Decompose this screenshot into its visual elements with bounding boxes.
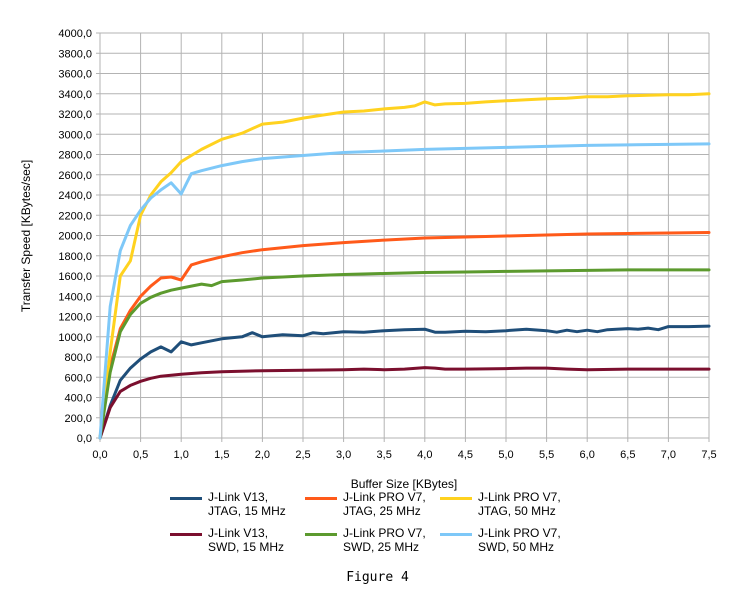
legend-item: J-Link PRO V7, SWD, 50 MHz (440, 526, 575, 560)
x-tick-label: 3,0 (336, 449, 351, 461)
series-line (98, 324, 711, 440)
chart: 0,0 200,0 400,0 600,0 800,0 1000,0 1200,0 1400,… (19, 28, 717, 491)
x-tick-label: 1,0 (174, 449, 189, 461)
y-tick-label: 600,0 (64, 372, 92, 384)
series-layer (98, 92, 711, 440)
legend-item: J-Link V13, JTAG, 15 MHz (170, 490, 305, 524)
y-tick-label: 400,0 (64, 393, 92, 405)
legend-label: J-Link PRO V7, SWD, 25 MHz (343, 526, 426, 554)
tick-labels: 0,0 200,0 400,0 600,0 800,0 1000,0 1200,0 1400,… (58, 28, 716, 461)
legend-label: J-Link PRO V7, JTAG, 50 MHz (478, 490, 561, 518)
x-tick-label: 4,0 (417, 449, 432, 461)
series-line (98, 268, 711, 440)
x-tick-label: 6,5 (620, 449, 635, 461)
legend-swatch (305, 497, 337, 500)
legend-label: J-Link PRO V7, SWD, 50 MHz (478, 526, 561, 554)
legend-swatch (440, 533, 472, 536)
figure-caption: Figure 4 (346, 570, 409, 585)
y-tick-label: 1800,0 (58, 251, 92, 263)
x-tick-label: 7,5 (701, 449, 716, 461)
series-line (98, 92, 711, 440)
x-tick-label: 0,0 (92, 449, 107, 461)
y-tick-label: 800,0 (64, 352, 92, 364)
y-tick-label: 4000,0 (58, 28, 92, 40)
y-tick-label: 3200,0 (58, 109, 92, 121)
x-tick-label: 4,5 (458, 449, 473, 461)
y-tick-label: 2200,0 (58, 210, 92, 222)
x-tick-label: 0,5 (133, 449, 148, 461)
series-line (98, 142, 711, 440)
x-tick-label: 2,0 (255, 449, 270, 461)
x-tick-label: 3,5 (377, 449, 392, 461)
y-tick-label: 200,0 (64, 413, 92, 425)
x-tick-label: 6,0 (580, 449, 595, 461)
legend: J-Link V13, JTAG, 15 MHz J-Link PRO V7, … (170, 490, 590, 558)
y-tick-label: 3800,0 (58, 48, 92, 60)
legend-swatch (440, 497, 472, 500)
y-tick-label: 1600,0 (58, 271, 92, 283)
legend-item: J-Link PRO V7, SWD, 25 MHz (305, 526, 440, 560)
legend-item: J-Link V13, SWD, 15 MHz (170, 526, 305, 560)
x-axis-label: Buffer Size [KBytes] (351, 477, 458, 491)
legend-item: J-Link PRO V7, JTAG, 25 MHz (305, 490, 440, 524)
y-tick-label: 2800,0 (58, 150, 92, 162)
legend-label: J-Link V13, SWD, 15 MHz (208, 526, 285, 554)
x-tick-label: 2,5 (295, 449, 310, 461)
legend-swatch (305, 533, 337, 536)
y-tick-label: 3600,0 (58, 69, 92, 81)
y-tick-label: 3400,0 (58, 89, 92, 101)
x-tick-label: 5,0 (498, 449, 513, 461)
y-tick-label: 2600,0 (58, 170, 92, 182)
y-tick-label: 2000,0 (58, 231, 92, 243)
legend-swatch (170, 533, 202, 536)
x-tick-label: 5,5 (539, 449, 554, 461)
series-line (98, 366, 711, 440)
legend-item: J-Link PRO V7, JTAG, 50 MHz (440, 490, 575, 524)
y-axis-label: Transfer Speed [KBytes/sec] (19, 160, 33, 312)
grid (96, 32, 710, 442)
x-tick-label: 1,5 (214, 449, 229, 461)
y-tick-label: 1000,0 (58, 332, 92, 344)
y-tick-label: 3000,0 (58, 129, 92, 141)
legend-swatch (170, 497, 202, 500)
y-tick-label: 1400,0 (58, 291, 92, 303)
series-line (98, 231, 711, 440)
legend-label: J-Link PRO V7, JTAG, 25 MHz (343, 490, 426, 518)
y-tick-label: 0,0 (77, 433, 92, 445)
x-tick-label: 7,0 (661, 449, 676, 461)
legend-label: J-Link V13, JTAG, 15 MHz (208, 490, 286, 518)
y-tick-label: 2400,0 (58, 190, 92, 202)
y-tick-label: 1200,0 (58, 312, 92, 324)
